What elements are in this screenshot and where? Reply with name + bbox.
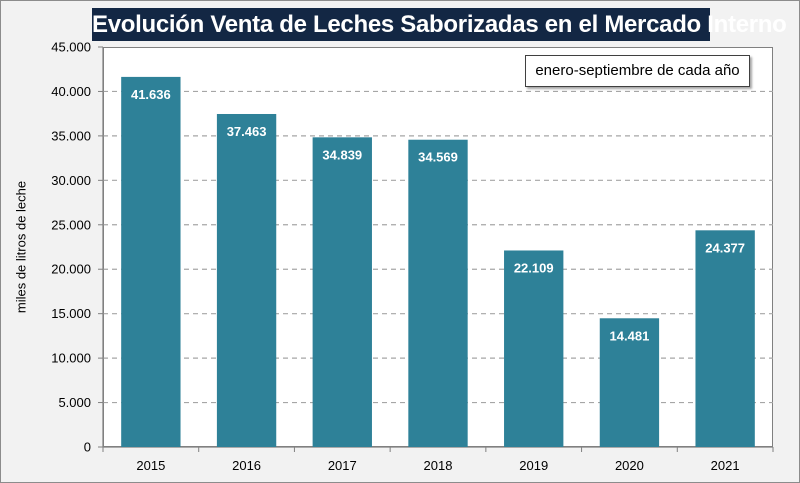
x-tick-label: 2016 [232,458,261,473]
bar-2020 [599,318,660,447]
bar-2021 [695,230,755,447]
x-tick-label: 2019 [519,458,548,473]
data-label-2019: 22.109 [514,260,554,275]
y-tick-label: 30.000 [51,173,91,188]
y-axis-label: miles de litros de leche [13,180,29,314]
y-tick-label: 15.000 [51,306,91,321]
bar-2018 [408,139,468,447]
chart-title: Evolución Venta de Leches Saborizadas en… [92,8,787,41]
data-label-2016: 37.463 [227,124,267,139]
period-annotation: enero-septiembre de cada año [525,55,750,87]
data-label-2017: 34.839 [322,147,362,162]
y-tick-label: 0 [84,440,91,455]
data-label-2015: 41.636 [131,87,171,102]
y-tick-label: 35.000 [51,128,91,143]
x-tick-label: 2020 [615,458,644,473]
bar-2019 [504,250,564,447]
data-label-2021: 24.377 [705,240,745,255]
y-tick-label: 45.000 [51,40,91,55]
x-tick-label: 2018 [424,458,453,473]
x-tick-label: 2015 [136,458,165,473]
bar-2015 [121,76,181,447]
data-label-2020: 14.481 [610,328,650,343]
data-label-2018: 34.569 [418,150,458,165]
y-tick-label: 20.000 [51,262,91,277]
x-tick-label: 2017 [328,458,357,473]
bar-2016 [216,113,277,448]
y-tick-label: 40.000 [51,84,91,99]
y-tick-label: 25.000 [51,217,91,232]
y-tick-label: 10.000 [51,351,91,366]
x-tick-label: 2021 [711,458,740,473]
bar-2017 [312,137,372,447]
y-tick-label: 5.000 [58,395,91,410]
